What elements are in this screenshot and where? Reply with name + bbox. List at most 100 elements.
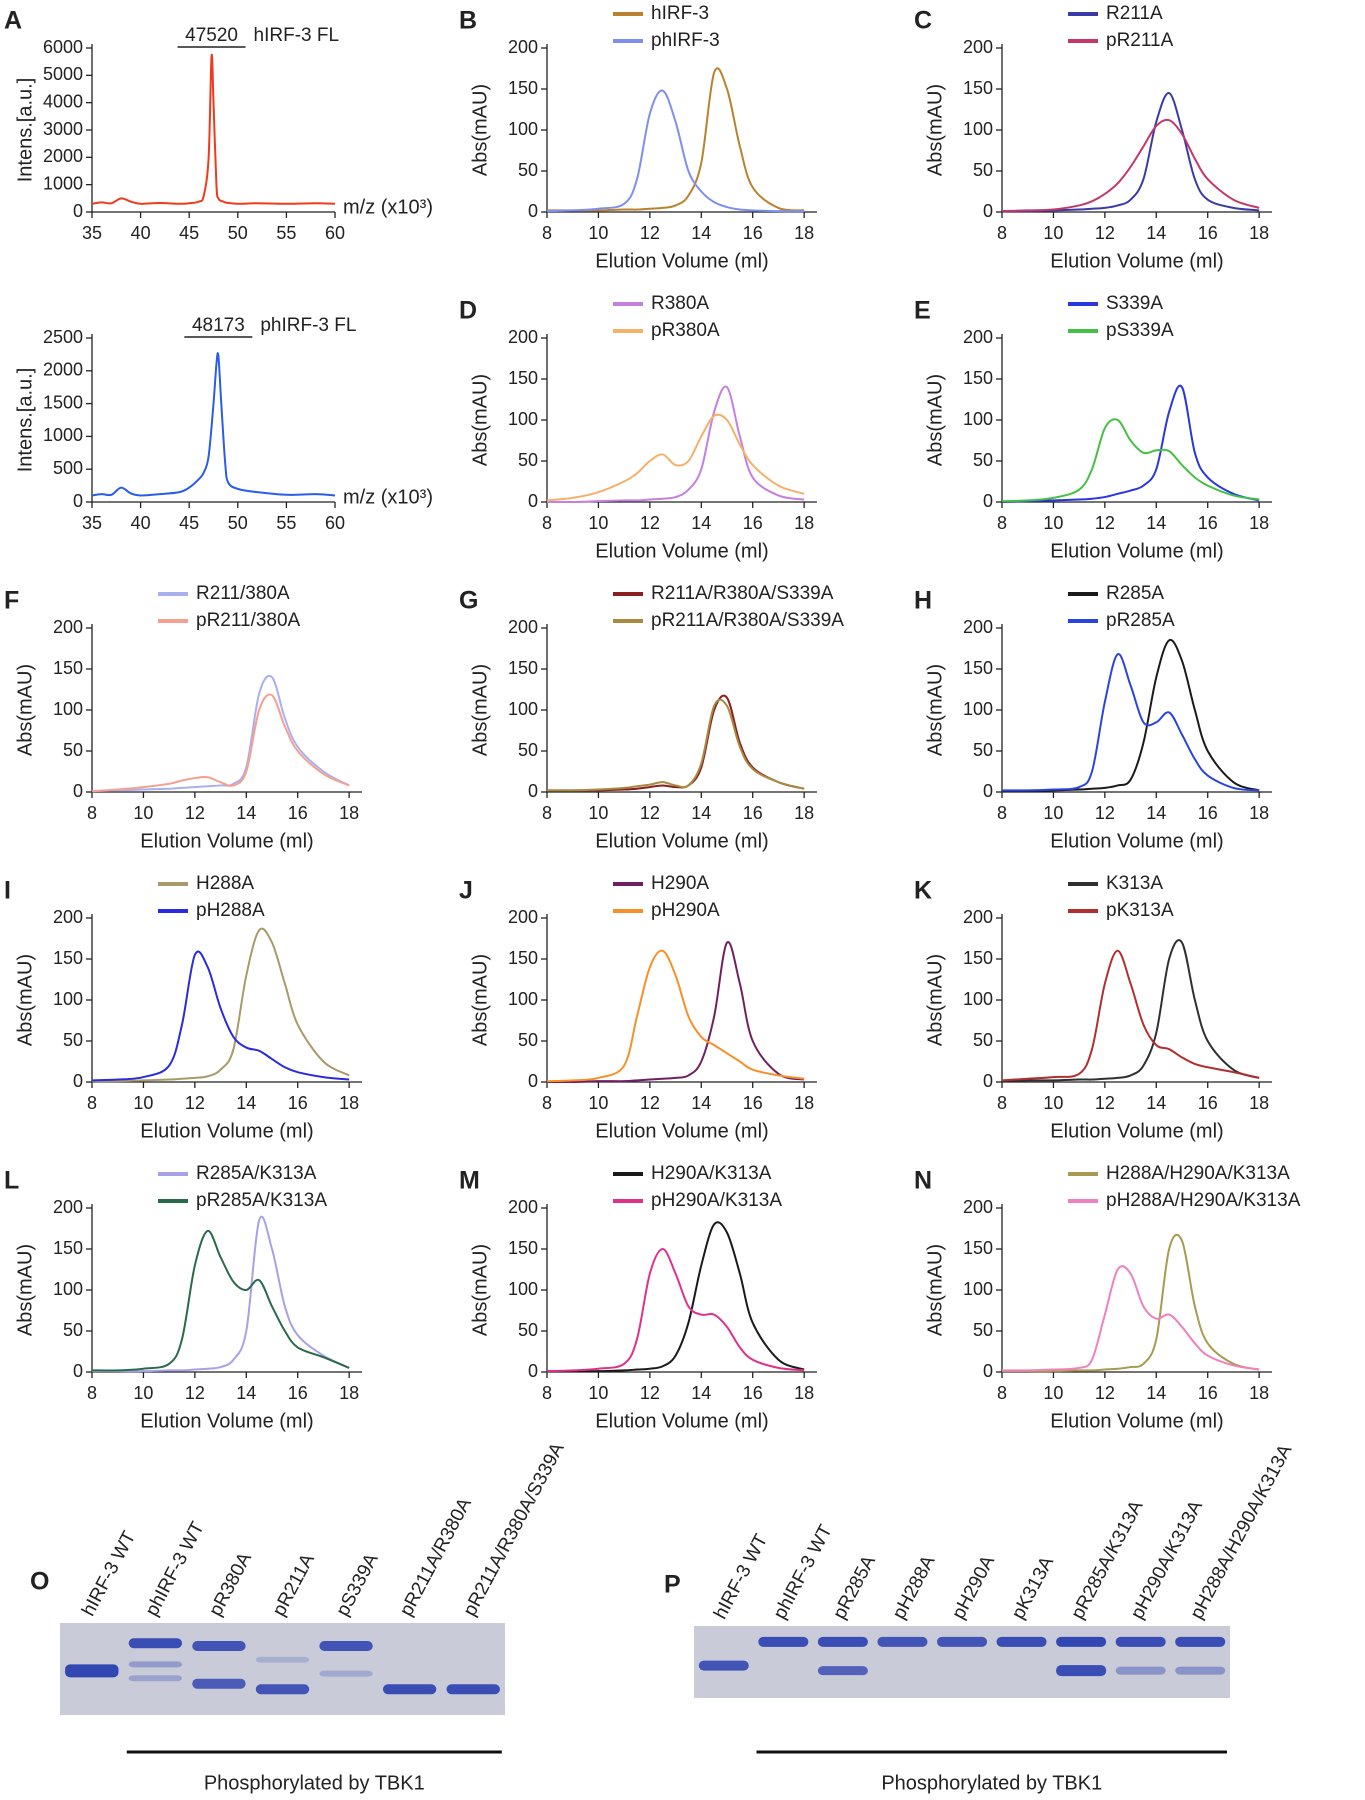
gel-band [936, 1636, 988, 1647]
y-tick-label: 150 [53, 658, 83, 678]
legend-label: pR211A/R380A/S339A [651, 610, 844, 631]
x-tick-label: 12 [1095, 803, 1115, 823]
x-axis-label: Elution Volume (ml) [595, 250, 768, 272]
gel-band [1056, 1636, 1107, 1647]
y-tick-label: 50 [973, 160, 993, 180]
gel-band [1115, 1666, 1166, 1675]
series-line [546, 941, 805, 1084]
y-tick-label: 2000 [43, 360, 83, 380]
x-tick-label: 18 [1249, 513, 1269, 533]
y-tick-label: 200 [508, 1197, 538, 1217]
x-tick-label: 14 [1146, 1093, 1166, 1113]
x-tick-label: 8 [542, 513, 552, 533]
x-tick-label: 14 [236, 803, 256, 823]
y-tick-label: 0 [73, 1361, 83, 1381]
legend-label: pR380A [651, 320, 720, 341]
panel-letter: H [914, 587, 932, 615]
y-axis-label: Intens.[a.u.] [14, 368, 36, 473]
y-tick-label: 1500 [43, 392, 83, 412]
y-tick-label: 150 [508, 1238, 538, 1258]
gel-band [817, 1636, 868, 1647]
gel-band [996, 1636, 1047, 1647]
x-tick-label: 18 [339, 1093, 359, 1113]
y-tick-label: 0 [528, 491, 538, 511]
series-line [1001, 118, 1260, 213]
y-axis-label: Abs(mAU) [924, 954, 946, 1046]
x-tick-label: 55 [276, 513, 296, 533]
x-axis-label: m/z (x10³) [343, 196, 433, 218]
x-tick-label: 8 [997, 223, 1007, 243]
series-line [1001, 1233, 1260, 1373]
panel-letter: J [459, 877, 473, 905]
x-axis-label: Elution Volume (ml) [140, 1410, 313, 1432]
gel-band [446, 1684, 500, 1695]
y-tick-label: 0 [73, 201, 83, 221]
series-line [1001, 638, 1260, 793]
x-tick-label: 14 [691, 1383, 711, 1403]
x-tick-label: 14 [236, 1383, 256, 1403]
y-tick-label: 100 [963, 989, 993, 1009]
x-tick-label: 8 [542, 1093, 552, 1113]
x-tick-label: 18 [1249, 803, 1269, 823]
x-tick-label: 12 [1095, 1383, 1115, 1403]
gel-band [192, 1678, 246, 1689]
x-tick-label: 10 [133, 803, 153, 823]
x-tick-label: 16 [1198, 1383, 1218, 1403]
y-tick-label: 150 [963, 658, 993, 678]
y-tick-label: 100 [53, 1279, 83, 1299]
gel-band [877, 1636, 928, 1647]
panel-letter: D [459, 297, 477, 325]
series-line [91, 1215, 350, 1373]
x-tick-label: 14 [1146, 803, 1166, 823]
y-tick-label: 50 [973, 1030, 993, 1050]
y-tick-label: 100 [53, 699, 83, 719]
x-tick-label: 10 [588, 1383, 608, 1403]
legend-label: R211A/R380A/S339A [651, 583, 834, 604]
gel-band [319, 1641, 373, 1651]
series-line [91, 693, 350, 793]
y-tick-label: 0 [983, 1361, 993, 1381]
series-line [91, 352, 336, 497]
lane-label: pR211A/R380A/S339A [460, 1439, 569, 1620]
gel-background [60, 1623, 505, 1715]
x-tick-label: 16 [288, 1383, 308, 1403]
x-tick-label: 12 [640, 223, 660, 243]
panel-letter: F [4, 587, 19, 615]
y-tick-label: 200 [963, 37, 993, 57]
series-line [91, 1229, 350, 1372]
x-tick-label: 18 [1249, 223, 1269, 243]
series-line [546, 698, 805, 792]
x-tick-label: 18 [794, 1093, 814, 1113]
x-axis-label: m/z (x10³) [343, 486, 433, 508]
x-tick-label: 12 [1095, 1093, 1115, 1113]
series-line [546, 949, 805, 1083]
x-axis-label: Elution Volume (ml) [595, 540, 768, 562]
panel-letter: I [4, 877, 11, 905]
peak-name: hIRF-3 FL [254, 25, 340, 46]
legend-label: S339A [1106, 293, 1163, 314]
x-axis-label: Elution Volume (ml) [1050, 540, 1223, 562]
lane-label: pS339A [332, 1550, 382, 1620]
legend-label: pR211A [1106, 30, 1174, 51]
x-tick-label: 35 [82, 223, 102, 243]
series-line [91, 950, 350, 1082]
lane-label: phIRF-3 WT [142, 1518, 209, 1620]
y-tick-label: 50 [518, 450, 538, 470]
x-tick-label: 8 [997, 803, 1007, 823]
gel-band [128, 1675, 183, 1682]
x-tick-label: 10 [1043, 1093, 1063, 1113]
x-tick-label: 16 [288, 803, 308, 823]
x-tick-label: 14 [691, 513, 711, 533]
legend-label: pK313A [1106, 900, 1174, 921]
y-axis-label: Abs(mAU) [469, 84, 491, 176]
y-tick-label: 200 [508, 617, 538, 637]
y-tick-label: 200 [963, 1197, 993, 1217]
lane-label: pR380A [205, 1549, 256, 1620]
gel-band [65, 1664, 119, 1678]
y-tick-label: 50 [518, 160, 538, 180]
y-tick-label: 150 [963, 78, 993, 98]
lane-label: pR285A [829, 1552, 880, 1623]
y-tick-label: 100 [508, 989, 538, 1009]
x-tick-label: 50 [228, 513, 248, 533]
legend-label: pH288A/H290A/K313A [1106, 1190, 1301, 1211]
